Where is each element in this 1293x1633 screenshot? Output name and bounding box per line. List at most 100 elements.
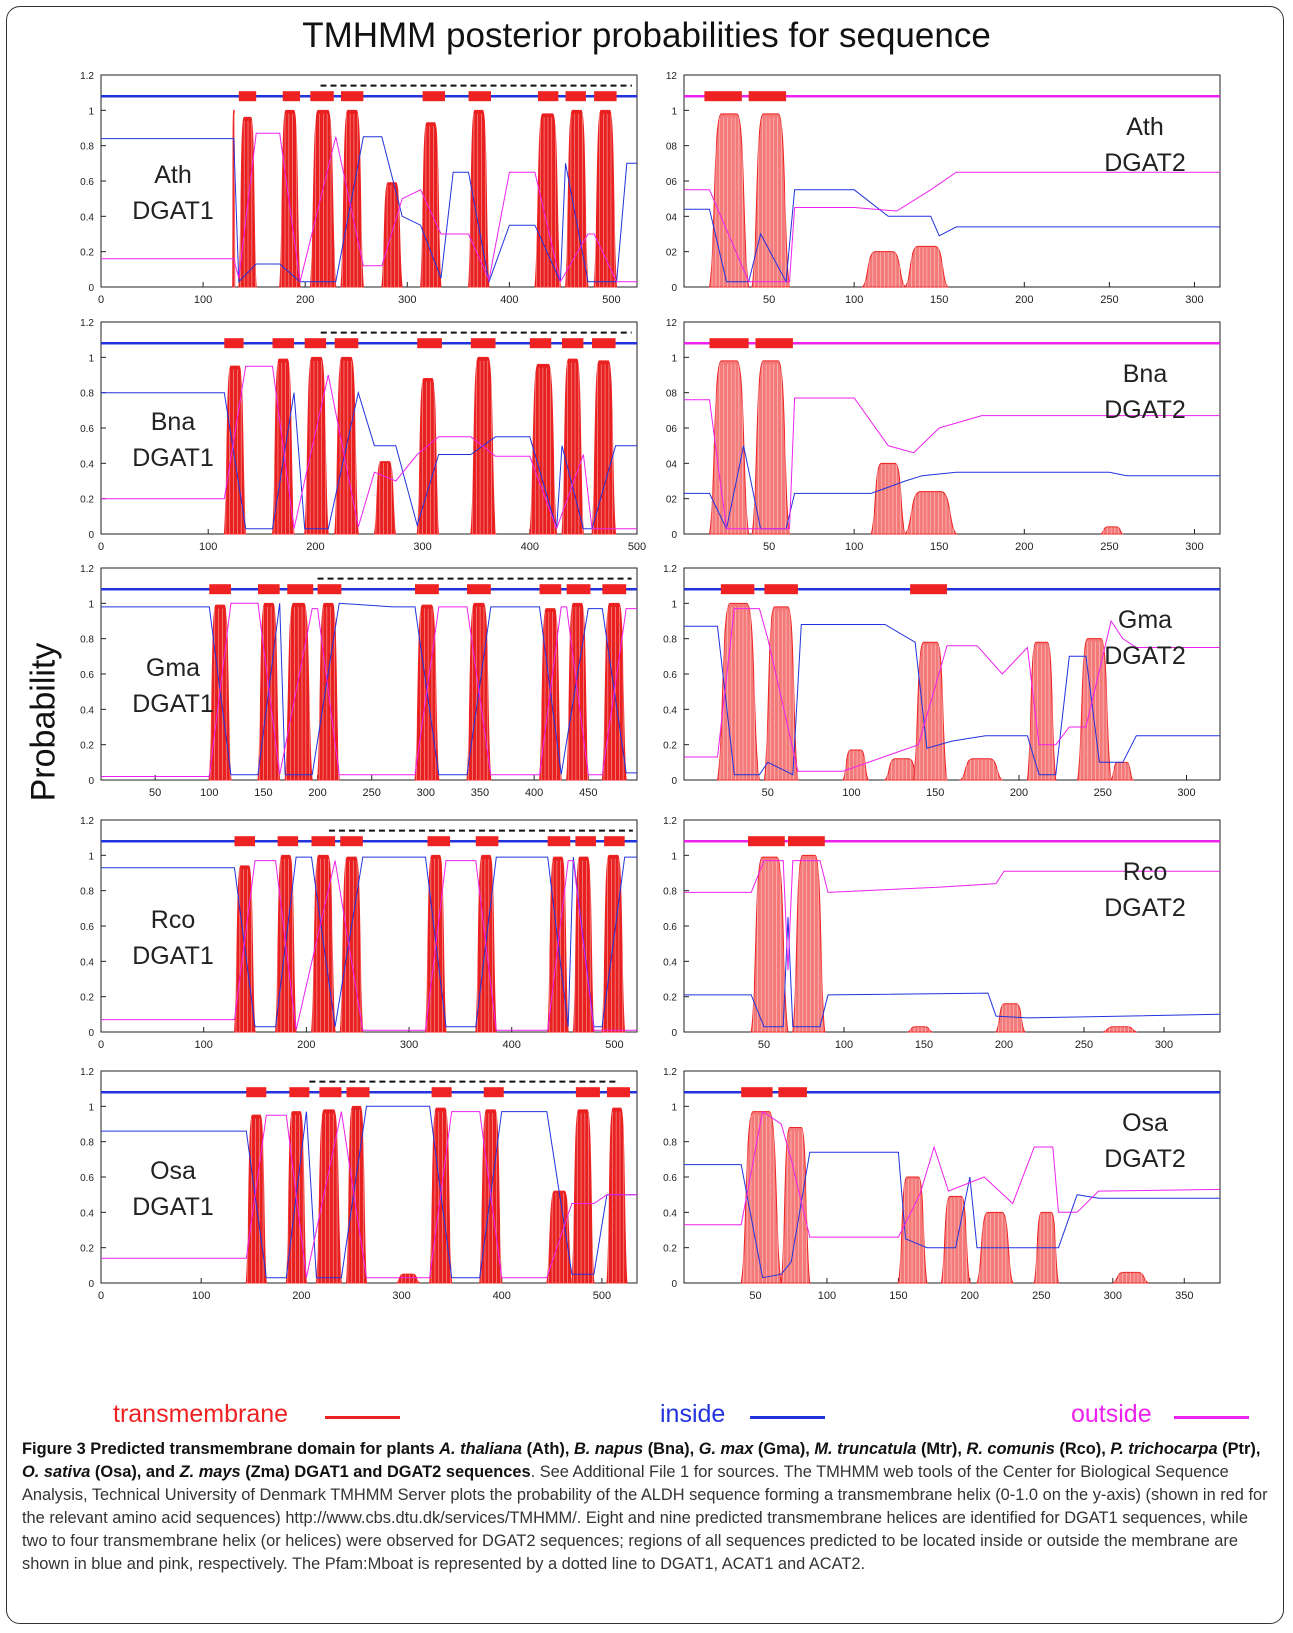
x-tick-label: 300	[1177, 787, 1195, 799]
y-tick-label: 0.4	[663, 1208, 677, 1219]
topology-tm-segment	[319, 1087, 342, 1098]
panel-label-species: Bna	[151, 408, 196, 436]
legend-line-outside	[1174, 1416, 1249, 1419]
topology-tm-segment	[340, 91, 364, 102]
y-tick-label: 0.6	[80, 1173, 94, 1184]
x-tick-label: 0	[98, 294, 104, 306]
panel-label-species: Rco	[151, 906, 195, 934]
topology-tm-segment	[304, 338, 327, 349]
inside-probability-line	[684, 917, 1221, 1028]
y-tick-label: 12	[666, 71, 678, 82]
topology-tm-segment	[334, 338, 359, 349]
y-tick-label: 0.4	[80, 212, 94, 223]
y-tick-label: 0.8	[80, 389, 94, 400]
caption-species-code: (Osa), and	[90, 1463, 180, 1481]
topology-tm-segment	[475, 836, 499, 847]
outside-probability-line	[101, 365, 637, 531]
x-tick-label: 200	[297, 1039, 315, 1051]
outside-probability-line	[101, 602, 637, 777]
x-tick-label: 250	[1094, 787, 1112, 799]
topology-tm-segment	[539, 584, 562, 595]
topology-tm-segment	[604, 836, 625, 847]
y-tick-label: 0.4	[80, 705, 94, 716]
y-tick-label: 0	[671, 530, 677, 541]
y-tick-label: 02	[666, 495, 678, 506]
chart-panel-bna-dgat2: 0 02 04 06 08 1 12 50 100 150 200 250 300 Bna DGAT2	[666, 318, 1221, 553]
topology-tm-segment	[427, 836, 451, 847]
x-tick-label: 250	[1100, 294, 1118, 306]
x-tick-label: 200	[296, 294, 314, 306]
caption-species-code: (Bna),	[643, 1440, 699, 1458]
panel-label-species: Bna	[1123, 360, 1168, 388]
y-tick-label: 0.6	[80, 177, 94, 188]
topology-tm-segment	[565, 91, 586, 102]
topology-tm-segment	[547, 836, 571, 847]
x-tick-label: 250	[1032, 1290, 1050, 1302]
y-tick-label: 0	[88, 283, 94, 294]
x-tick-label: 300	[417, 787, 435, 799]
y-tick-label: 0.2	[663, 1244, 677, 1255]
x-tick-label: 200	[292, 1290, 310, 1302]
topology-tm-segment	[417, 338, 442, 349]
x-tick-label: 150	[926, 787, 944, 799]
x-tick-label: 400	[503, 1039, 521, 1051]
x-tick-label: 400	[521, 541, 539, 553]
x-tick-label: 150	[930, 541, 948, 553]
topology-tm-segment	[289, 1087, 310, 1098]
x-tick-label: 150	[915, 1039, 933, 1051]
x-tick-label: 100	[845, 294, 863, 306]
y-tick-label: 0.8	[80, 887, 94, 898]
caption-species-name: R. comunis	[966, 1440, 1055, 1458]
y-tick-label: 0.4	[80, 1208, 94, 1219]
y-tick-label: 1	[88, 1102, 94, 1113]
x-tick-label: 50	[762, 787, 774, 799]
y-tick-label: 1.2	[663, 1067, 677, 1078]
topology-tm-segment	[529, 338, 552, 349]
caption-species-list: A. thaliana (Ath), B. napus (Bna), G. ma…	[22, 1440, 1260, 1481]
y-tick-label: 0	[671, 1279, 677, 1290]
y-tick-label: 0.6	[663, 670, 677, 681]
legend-line-inside	[750, 1416, 825, 1419]
y-tick-label: 1	[88, 599, 94, 610]
x-tick-label: 100	[200, 787, 218, 799]
chart-panel-gma-dgat1: 0 0.2 0.4 0.6 0.8 1 1.2 50 100 150 200 250 300 350 400…	[80, 564, 638, 799]
x-tick-label: 50	[749, 1290, 761, 1302]
x-tick-label: 350	[471, 787, 489, 799]
tm-probability-area	[345, 1105, 368, 1284]
panel-label-species: Ath	[1126, 113, 1164, 141]
topology-tm-segment	[566, 584, 591, 595]
topology-tm-segment	[788, 836, 825, 847]
caption-species-code: (Mtr),	[916, 1440, 967, 1458]
panel-label-gene: DGAT2	[1104, 642, 1186, 670]
x-tick-label: 150	[930, 294, 948, 306]
plot-frame	[683, 567, 1221, 781]
x-tick-label: 400	[525, 787, 543, 799]
panel-label-species: Ath	[154, 161, 192, 189]
topology-tm-segment	[209, 584, 231, 595]
x-tick-label: 150	[889, 1290, 907, 1302]
legend-line-transmembrane	[325, 1416, 400, 1419]
y-tick-label: 0	[88, 530, 94, 541]
y-tick-label: 0.8	[80, 635, 94, 646]
x-tick-label: 100	[842, 787, 860, 799]
x-tick-label: 0	[98, 541, 104, 553]
y-tick-label: 0.8	[663, 635, 677, 646]
y-tick-label: 0.8	[80, 142, 94, 153]
chart-panel-gma-dgat2: 0 0.2 0.4 0.6 0.8 1 1.2 50 100 150 200 250 300 Gma DGA…	[663, 564, 1221, 799]
plot-frame	[100, 819, 638, 1033]
topology-tm-segment	[470, 338, 496, 349]
topology-tm-segment	[561, 338, 584, 349]
tm-probability-area	[591, 360, 617, 535]
panel-label-gene: DGAT2	[1104, 149, 1186, 177]
y-tick-label: 0.4	[663, 705, 677, 716]
tm-probability-area	[1112, 1271, 1149, 1284]
inside-probability-line	[101, 1105, 637, 1279]
tm-probability-area	[751, 113, 791, 288]
y-tick-label: 1.2	[663, 816, 677, 827]
y-tick-label: 06	[666, 177, 678, 188]
y-tick-label: 1	[88, 106, 94, 117]
x-tick-label: 300	[1185, 541, 1203, 553]
y-tick-label: 1	[671, 106, 677, 117]
x-tick-label: 300	[398, 294, 416, 306]
outside-probability-line	[684, 397, 1220, 530]
